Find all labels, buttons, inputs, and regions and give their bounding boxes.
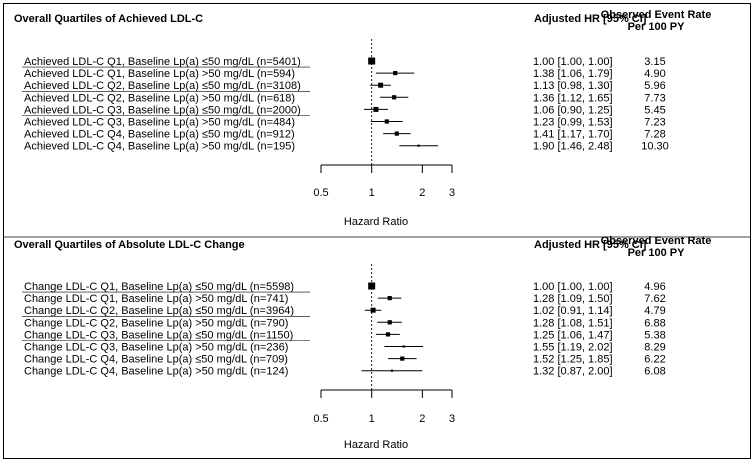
event-rate-value: 5.96 [644,80,665,92]
point-estimate [378,82,384,88]
row-label: Achieved LDL-C Q4, Baseline Lp(a) >50 mg… [24,141,295,153]
rate-column-header: Observed Event Rate Per 100 PY [601,235,712,259]
hr-value: 1.00 [1.00, 1.00] [533,56,613,68]
point-estimate [368,57,376,65]
row-label: Change LDL-C Q2, Baseline Lp(a) ≤50 mg/d… [24,305,294,317]
hr-value: 1.02 [0.91, 1.14] [533,305,613,317]
row-label: Achieved LDL-C Q2, Baseline Lp(a) >50 mg… [24,92,295,104]
row-label: Change LDL-C Q4, Baseline Lp(a) ≤50 mg/d… [24,354,288,366]
point-estimate [385,332,391,337]
x-tick-label: 3 [449,413,455,425]
hr-value: 1.90 [1.46, 2.48] [533,141,613,153]
x-tick-label: 0.5 [313,187,328,199]
point-estimate [387,296,392,301]
hr-value: 1.28 [1.09, 1.50] [533,293,613,305]
hr-value: 1.28 [1.08, 1.51] [533,317,613,329]
point-estimate [394,131,399,136]
hr-column-header: Adjusted HR [95% CI] [534,239,647,251]
hr-value: 1.36 [1.12, 1.65] [533,92,613,104]
hr-column-header: Adjusted HR [95% CI] [534,13,647,25]
event-rate-value: 4.96 [644,281,665,293]
row-label: Change LDL-C Q1, Baseline Lp(a) >50 mg/d… [24,293,288,305]
row-label: Achieved LDL-C Q1, Baseline Lp(a) >50 mg… [24,68,295,80]
row-label: Achieved LDL-C Q3, Baseline Lp(a) ≤50 mg… [24,104,301,116]
event-rate-value: 6.88 [644,317,665,329]
row-label: Achieved LDL-C Q2, Baseline Lp(a) ≤50 mg… [24,80,301,92]
event-rate-value: 5.45 [644,104,665,116]
point-estimate [373,106,379,112]
figure-frame [3,3,751,459]
hr-value: 1.25 [1.06, 1.47] [533,329,613,341]
x-tick-label: 1 [369,413,375,425]
point-estimate [393,71,398,76]
event-rate-value: 10.30 [641,141,669,153]
x-tick-label: 0.5 [313,413,328,425]
event-rate-value: 8.29 [644,342,665,354]
hr-value: 1.13 [0.98, 1.30] [533,80,613,92]
x-tick-label: 3 [449,187,455,199]
x-tick-label: 2 [419,187,425,199]
row-label: Achieved LDL-C Q1, Baseline Lp(a) ≤50 mg… [24,56,301,68]
rate-column-header: Observed Event Rate Per 100 PY [601,9,712,33]
panel-title: Overall Quartiles of Achieved LDL-C [14,13,203,25]
event-rate-value: 6.08 [644,366,665,378]
point-estimate [370,307,376,313]
hr-value: 1.06 [0.90, 1.25] [533,104,613,116]
row-label: Achieved LDL-C Q4, Baseline Lp(a) ≤50 mg… [24,129,295,141]
event-rate-value: 6.22 [644,354,665,366]
x-tick-label: 1 [369,187,375,199]
hr-value: 1.00 [1.00, 1.00] [533,281,613,293]
hr-value: 1.32 [0.87, 2.00] [533,366,613,378]
point-estimate [402,345,405,348]
x-axis-label: Hazard Ratio [344,216,408,228]
point-estimate [384,119,389,124]
hr-value: 1.52 [1.25, 1.85] [533,354,613,366]
point-estimate [400,356,405,361]
point-estimate [390,369,394,372]
row-label: Change LDL-C Q1, Baseline Lp(a) ≤50 mg/d… [24,281,294,293]
panel-title: Overall Quartiles of Absolute LDL-C Chan… [14,239,245,251]
hr-value: 1.38 [1.06, 1.79] [533,68,613,80]
row-label: Change LDL-C Q3, Baseline Lp(a) >50 mg/d… [24,342,288,354]
row-label: Achieved LDL-C Q3, Baseline Lp(a) >50 mg… [24,117,295,129]
event-rate-value: 4.79 [644,305,665,317]
event-rate-value: 5.38 [644,329,665,341]
event-rate-value: 3.15 [644,56,665,68]
event-rate-value: 7.28 [644,129,665,141]
x-tick-label: 2 [419,413,425,425]
event-rate-value: 7.62 [644,293,665,305]
hr-value: 1.55 [1.19, 2.02] [533,342,613,354]
point-estimate [387,320,392,325]
row-label: Change LDL-C Q3, Baseline Lp(a) ≤50 mg/d… [24,329,293,341]
event-rate-value: 7.73 [644,92,665,104]
x-axis-label: Hazard Ratio [344,439,408,451]
point-estimate [417,144,420,147]
hr-value: 1.41 [1.17, 1.70] [533,129,613,141]
row-label: Change LDL-C Q2, Baseline Lp(a) >50 mg/d… [24,317,288,329]
point-estimate [368,282,376,290]
event-rate-value: 7.23 [644,117,665,129]
event-rate-value: 4.90 [644,68,665,80]
row-label: Change LDL-C Q4, Baseline Lp(a) >50 mg/d… [24,366,288,378]
hr-value: 1.23 [0.99, 1.53] [533,117,613,129]
point-estimate [392,95,397,100]
